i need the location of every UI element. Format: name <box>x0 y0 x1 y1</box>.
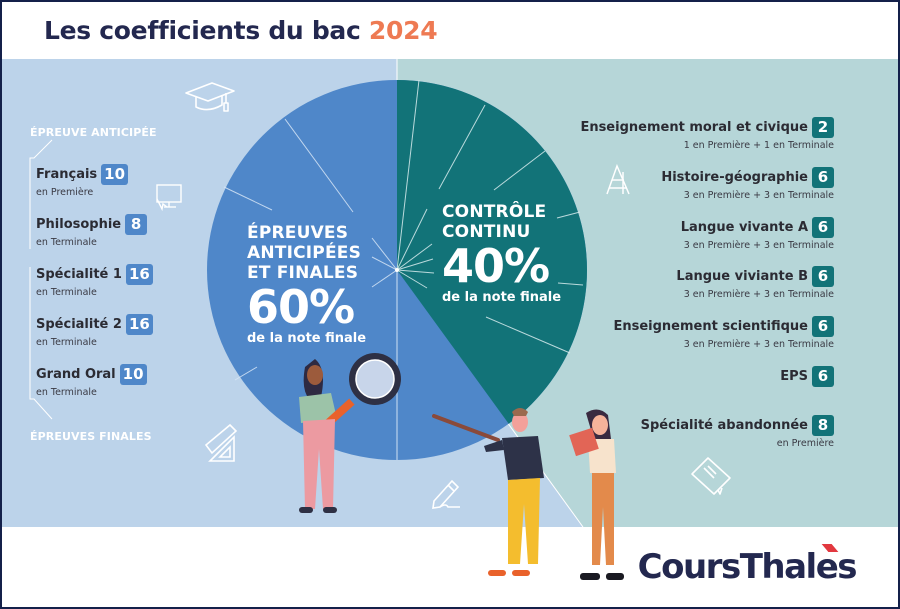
content-band: ÉPREUVES ANTICIPÉES ET FINALES 60% de la… <box>2 59 898 580</box>
section-label-anticipee: ÉPREUVE ANTICIPÉE <box>30 126 157 139</box>
pen-icon <box>432 479 460 509</box>
pie-note: de la note finale <box>247 331 367 346</box>
subject-grand-oral: Grand Oral 10 en Terminale <box>36 364 147 398</box>
pie-note: de la note finale <box>442 290 562 305</box>
coef-badge: 6 <box>812 316 834 337</box>
pie-label-epreuves: ÉPREUVES ANTICIPÉES ET FINALES 60% de la… <box>247 223 366 347</box>
pie-label-line: ANTICIPÉES <box>247 243 362 263</box>
epreuves-list: ÉPREUVE ANTICIPÉE Français 10 en Première… <box>2 59 202 527</box>
pie-label-line: CONTINU <box>442 222 531 242</box>
title-year: 2024 <box>368 16 438 45</box>
section-label-finales: ÉPREUVES FINALES <box>30 430 152 443</box>
subject-philosophie: Philosophie 8 en Terminale <box>36 214 148 248</box>
coef-badge: 6 <box>812 366 834 387</box>
subject-francais: Français 10 en Première <box>36 164 129 198</box>
subject-ens-scientifique: Enseignement scientifique 6 3 en Première… <box>613 316 834 350</box>
pie-label-line: CONTRÔLE <box>442 202 547 222</box>
ruler-set-square-icon <box>204 423 238 462</box>
subject-specialite-1: Spécialité 1 16 en Terminale <box>36 264 153 298</box>
woman-reading-illustration <box>569 409 624 580</box>
coef-badge: 6 <box>812 217 834 238</box>
page-title: Les coefficients du bac 2024 <box>44 16 438 45</box>
coef-badge: 8 <box>125 214 148 235</box>
pie-percent-60: 60% <box>247 280 355 334</box>
subject-specialite-abandonnee: Spécialité abandonnée 8 en Première <box>640 415 834 449</box>
coef-badge: 8 <box>812 415 834 436</box>
coef-badge: 16 <box>125 264 153 285</box>
bracket-lines <box>29 139 53 420</box>
book-icon <box>691 457 731 495</box>
title-text: Les coefficients du bac <box>44 16 361 45</box>
computer-icon <box>156 184 182 211</box>
subject-emc: Enseignement moral et civique 2 1 en Prem… <box>580 117 834 151</box>
coef-badge: 6 <box>812 266 834 287</box>
coef-badge: 10 <box>119 364 147 385</box>
woman-with-magnifying-glass-illustration <box>299 353 401 513</box>
pie-label-line: ÉPREUVES <box>247 223 349 243</box>
pie-label-line: ET FINALES <box>247 263 359 283</box>
coef-badge: 2 <box>812 117 834 138</box>
pie-percent-40: 40% <box>442 239 550 293</box>
compass-icon <box>606 164 630 195</box>
coef-badge: 16 <box>125 314 153 335</box>
man-with-pointer-illustration <box>432 408 544 576</box>
subject-histoire-geo: Histoire-géographie 6 3 en Première + 3 e… <box>661 167 834 201</box>
subject-specialite-2: Spécialité 2 16 en Terminale <box>36 314 153 348</box>
coef-badge: 6 <box>812 167 834 188</box>
graduation-cap-icon <box>185 82 235 112</box>
brand-logo: CoursThal es <box>638 544 857 587</box>
subject-eps: EPS 6 <box>780 366 834 387</box>
pie-slice-controle-continu <box>397 80 588 424</box>
coef-badge: 10 <box>101 164 129 185</box>
pie-label-controle: CONTRÔLE CONTINU 40% de la note finale <box>442 202 561 306</box>
